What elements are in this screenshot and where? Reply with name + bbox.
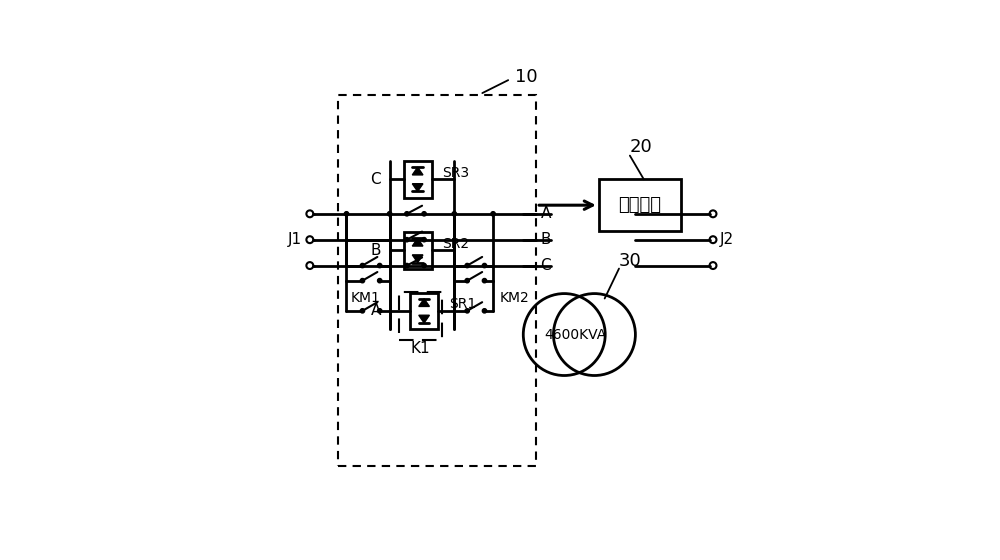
Polygon shape <box>412 255 423 263</box>
Circle shape <box>491 212 495 216</box>
Circle shape <box>405 237 409 242</box>
Text: J2: J2 <box>719 232 734 247</box>
Circle shape <box>465 278 469 283</box>
Circle shape <box>482 309 487 313</box>
Polygon shape <box>419 315 429 323</box>
Text: KM2: KM2 <box>500 291 529 305</box>
Circle shape <box>422 237 426 242</box>
Bar <box>410 292 438 329</box>
Circle shape <box>378 278 382 283</box>
Circle shape <box>360 263 365 268</box>
Polygon shape <box>412 167 423 175</box>
Text: A: A <box>371 304 381 318</box>
Text: B: B <box>541 232 551 247</box>
Bar <box>599 179 681 231</box>
Circle shape <box>344 212 349 216</box>
Text: B: B <box>370 243 381 258</box>
Text: C: C <box>541 258 551 273</box>
Polygon shape <box>419 298 429 306</box>
Text: J1: J1 <box>288 232 302 247</box>
Circle shape <box>465 263 469 268</box>
Text: 30: 30 <box>618 252 641 270</box>
Bar <box>338 95 536 466</box>
Circle shape <box>422 212 426 216</box>
Circle shape <box>405 263 409 268</box>
Text: SR3: SR3 <box>442 166 470 180</box>
Circle shape <box>452 212 456 216</box>
Text: 20: 20 <box>629 138 652 156</box>
Circle shape <box>482 263 487 268</box>
Text: C: C <box>370 172 381 187</box>
Circle shape <box>465 309 469 313</box>
Circle shape <box>387 212 392 216</box>
Polygon shape <box>412 239 423 246</box>
Text: 控制模块: 控制模块 <box>618 196 661 214</box>
Bar <box>399 292 442 340</box>
Text: A: A <box>541 206 551 221</box>
Bar <box>404 232 432 269</box>
Text: SR1: SR1 <box>449 297 476 311</box>
Text: K1: K1 <box>411 341 430 356</box>
Circle shape <box>360 278 365 283</box>
Text: 10: 10 <box>515 68 537 86</box>
Circle shape <box>482 278 487 283</box>
Circle shape <box>360 309 365 313</box>
Text: SR2: SR2 <box>442 237 470 251</box>
Bar <box>404 161 432 198</box>
Polygon shape <box>412 184 423 192</box>
Circle shape <box>422 263 426 268</box>
Circle shape <box>378 309 382 313</box>
Text: 4600KVA: 4600KVA <box>544 328 606 342</box>
Text: KM1: KM1 <box>351 291 381 305</box>
Circle shape <box>405 212 409 216</box>
Circle shape <box>378 263 382 268</box>
